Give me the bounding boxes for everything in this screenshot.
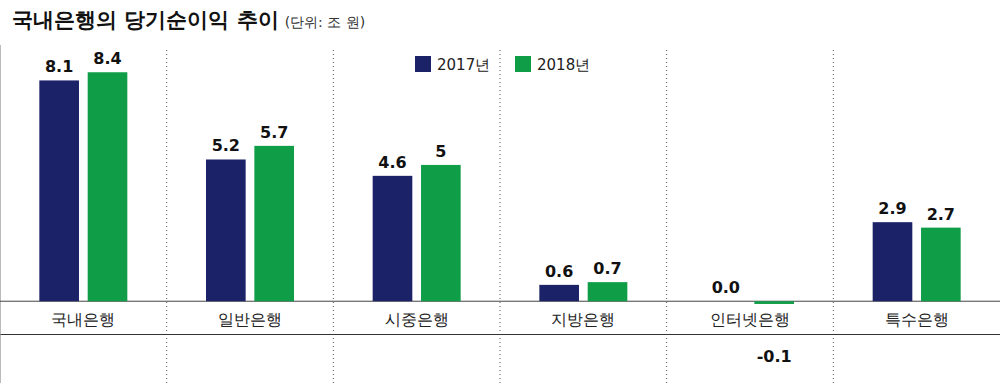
bar xyxy=(588,282,628,301)
separator xyxy=(166,50,167,383)
data-label: 2.9 xyxy=(878,199,906,218)
data-label: 2.7 xyxy=(927,205,955,224)
separator xyxy=(666,50,667,383)
bar xyxy=(88,72,128,301)
bar xyxy=(754,301,794,304)
bar xyxy=(206,159,246,301)
x-tick-label: 일반은행 xyxy=(218,311,282,328)
baseline xyxy=(0,301,1000,302)
separator xyxy=(500,50,501,383)
bar xyxy=(706,301,746,302)
data-label: 0.7 xyxy=(593,259,621,278)
title-group: 국내은행의 당기순이익 추이 (단위: 조 원) xyxy=(12,8,365,32)
separators xyxy=(167,50,834,383)
subtitle: (단위: 조 원) xyxy=(285,14,366,30)
x-tick: 일반은행 xyxy=(218,311,282,334)
x-tick: 특수은행 xyxy=(885,311,949,334)
data-label: 5.7 xyxy=(260,123,288,142)
data-label: 8.1 xyxy=(45,57,73,76)
x-tick-label: 시중은행 xyxy=(385,311,449,328)
x-tick: 지방은행 xyxy=(551,311,615,334)
data-label: 5 xyxy=(435,142,446,161)
title: 국내은행의 당기순이익 추이 xyxy=(12,8,279,32)
data-label: 0.0 xyxy=(712,278,740,297)
x-tick: 국내은행 xyxy=(51,311,115,334)
x-tick: 인터넷은행 xyxy=(710,311,790,334)
y-axis-line xyxy=(0,45,1,383)
data-label: 8.4 xyxy=(93,49,121,68)
x-axis: 국내은행 일반은행 시중은행 지방은행 인터넷은행 특수은행 xyxy=(1,311,1000,335)
bar xyxy=(39,80,79,301)
x-tick-label: 국내은행 xyxy=(51,311,115,328)
legend-swatch xyxy=(415,56,431,72)
bar xyxy=(254,146,294,301)
separator xyxy=(833,50,834,383)
data-label: 0.6 xyxy=(545,262,573,281)
bar xyxy=(873,222,913,301)
chart: 국내은행 일반은행 시중은행 지방은행 인터넷은행 특수은행 8.1 5.2 4.6 0.6 0.0… xyxy=(0,0,1000,383)
legend-item: 2017년 xyxy=(415,56,490,74)
x-axis-line xyxy=(1,334,1000,335)
data-labels: 8.1 5.2 4.6 0.6 0.0 2.9 8.4 5.7 5 0.7 -0.1 2.7 xyxy=(45,49,955,366)
legend-label: 2018년 xyxy=(537,56,590,74)
legend-label: 2017년 xyxy=(437,56,490,74)
y-ticks xyxy=(0,301,1000,302)
x-tick-label: 인터넷은행 xyxy=(710,311,790,328)
x-tick-label: 지방은행 xyxy=(551,311,615,328)
x-tick-label: 특수은행 xyxy=(885,311,949,328)
x-tick: 시중은행 xyxy=(385,311,449,334)
data-label: -0.1 xyxy=(757,347,792,366)
bar xyxy=(539,285,579,301)
bar xyxy=(921,228,961,302)
legend-item: 2018년 xyxy=(515,56,590,74)
legend: 2017년 2018년 xyxy=(415,56,590,74)
bar xyxy=(421,165,461,301)
bars xyxy=(39,72,960,304)
data-label: 4.6 xyxy=(378,153,406,172)
separator xyxy=(333,50,334,383)
bar xyxy=(373,176,413,301)
data-label: 5.2 xyxy=(212,136,240,155)
legend-swatch xyxy=(515,56,531,72)
